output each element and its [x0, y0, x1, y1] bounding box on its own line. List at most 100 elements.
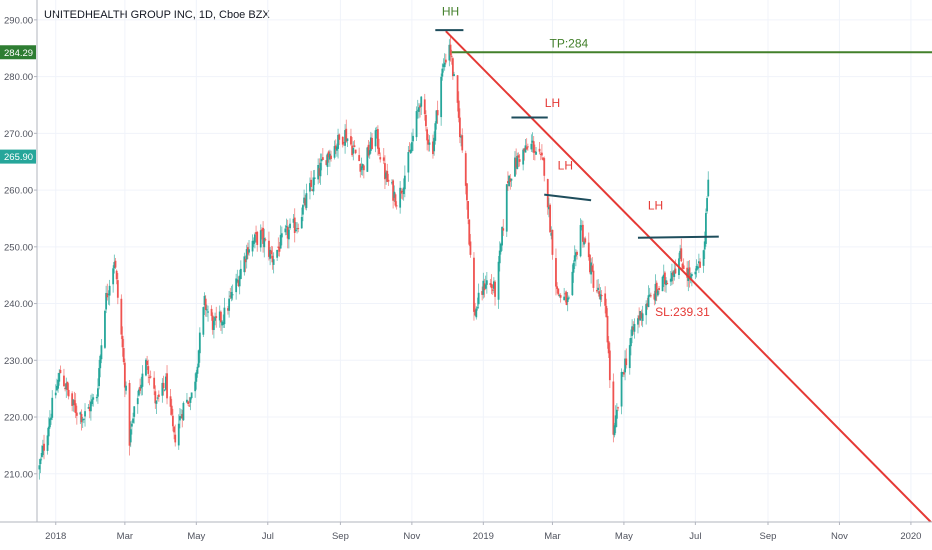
- candle-body: [423, 99, 426, 115]
- candle-body: [543, 158, 546, 176]
- candle-body: [170, 405, 173, 415]
- candle-body: [215, 316, 218, 318]
- candle-body: [596, 289, 598, 292]
- y-tick-label: 230.00: [4, 356, 33, 367]
- annotation-label: LH: [545, 96, 560, 110]
- candle-body: [599, 294, 602, 300]
- candle-body: [352, 148, 355, 154]
- candle-body: [244, 258, 247, 263]
- candle-body: [262, 227, 264, 244]
- candle-body: [524, 145, 527, 153]
- candle-body: [202, 307, 205, 335]
- candle-body: [572, 262, 575, 273]
- candle-body: [271, 255, 274, 263]
- candle-body: [277, 246, 280, 248]
- candle-body: [95, 396, 98, 399]
- candle-body: [302, 205, 304, 215]
- candle-body: [297, 228, 300, 230]
- candle-body: [420, 96, 423, 107]
- candle-body: [386, 170, 389, 182]
- candle-body: [699, 261, 701, 268]
- candle-body: [639, 311, 642, 321]
- candle-body: [656, 290, 659, 296]
- candle-body: [97, 388, 99, 397]
- candle-body: [361, 164, 364, 169]
- candle-body: [542, 157, 544, 161]
- candle-body: [555, 258, 557, 287]
- candle-body: [505, 184, 508, 232]
- candle-body: [392, 180, 395, 201]
- candle-body: [108, 285, 111, 296]
- candle-body: [146, 360, 149, 365]
- candle-body: [489, 283, 492, 285]
- candle-body: [344, 130, 346, 146]
- candle-body: [318, 168, 321, 176]
- annotation-label: TP:284: [549, 37, 588, 51]
- candle-body: [376, 129, 379, 149]
- candle-body: [173, 426, 175, 433]
- candle-body: [129, 429, 132, 443]
- y-tick-label: 290.00: [4, 15, 33, 26]
- candle-body: [335, 146, 338, 151]
- candle-body: [662, 274, 665, 279]
- candle-body: [79, 412, 82, 415]
- candle-body: [625, 358, 628, 366]
- candle-body: [310, 179, 313, 187]
- candle-body: [292, 218, 295, 223]
- x-tick-label: Jul: [689, 531, 701, 542]
- candle-body: [245, 249, 248, 260]
- candle-body: [428, 142, 431, 145]
- candle-body: [702, 250, 705, 266]
- candle-body: [256, 231, 259, 245]
- candle-body: [500, 243, 502, 252]
- candle-body: [385, 172, 387, 179]
- candle-body: [132, 418, 134, 423]
- candle-body: [606, 315, 609, 343]
- x-tick-label: 2020: [900, 531, 921, 542]
- candle-body: [154, 391, 157, 404]
- candle-body: [491, 289, 494, 291]
- candle-body: [100, 345, 103, 360]
- candle-body: [164, 376, 167, 390]
- candle-body: [597, 287, 600, 291]
- candle-body: [494, 281, 496, 297]
- candle-body: [136, 398, 139, 405]
- candle-body: [235, 278, 238, 293]
- candle-body: [300, 217, 303, 229]
- candle-body: [313, 177, 316, 180]
- candle-body: [399, 187, 402, 208]
- candle-body: [631, 326, 634, 336]
- candle-body: [321, 157, 324, 161]
- candle-body: [442, 64, 445, 67]
- candle-body: [466, 183, 468, 201]
- candle-body: [57, 379, 59, 389]
- candle-body: [444, 59, 447, 63]
- candle-body: [628, 345, 631, 369]
- candle-body: [113, 262, 116, 269]
- candle-body: [80, 414, 83, 423]
- candle-body: [161, 382, 164, 396]
- candle-body: [338, 134, 341, 140]
- candle-body: [369, 137, 372, 151]
- candle-body: [671, 272, 673, 282]
- candle-body: [92, 397, 95, 400]
- candle-body: [492, 281, 495, 289]
- candle-body: [510, 178, 513, 181]
- candle-body: [417, 107, 420, 112]
- candles: [38, 36, 710, 480]
- candle-body: [243, 256, 246, 273]
- candle-body: [106, 293, 109, 298]
- candle-body: [186, 399, 188, 403]
- candle-body: [432, 141, 434, 155]
- candle-body: [410, 142, 413, 152]
- candle-body: [654, 283, 657, 301]
- candle-body: [211, 315, 214, 330]
- candle-body: [658, 288, 660, 290]
- candle-body: [41, 445, 44, 456]
- candle-body: [589, 254, 591, 273]
- candle-body: [341, 136, 344, 145]
- candle-body: [378, 147, 380, 155]
- candle-body: [328, 153, 331, 160]
- candle-body: [615, 409, 618, 419]
- candle-body: [114, 260, 117, 268]
